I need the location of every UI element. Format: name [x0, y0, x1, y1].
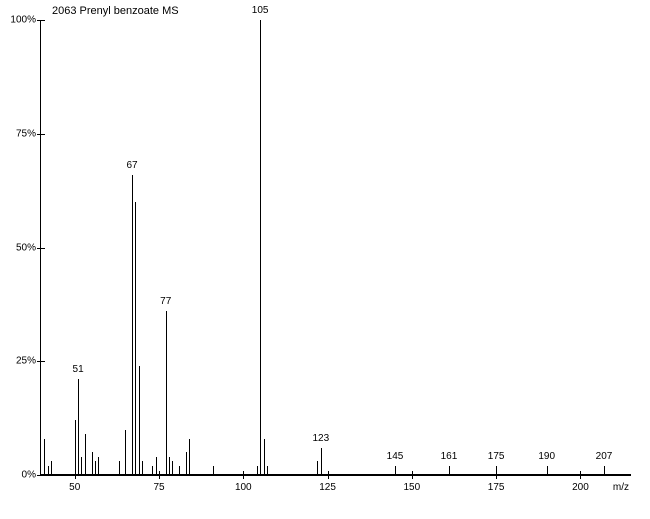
peak-label: 145 [387, 451, 404, 462]
spectrum-bar [547, 466, 548, 475]
ms-spectrum-plot: m/z 0%25%50%75%100%507510012515017520051… [40, 20, 631, 476]
spectrum-bar [48, 466, 49, 475]
peak-label: 123 [312, 433, 329, 444]
spectrum-bar [139, 366, 140, 475]
spectrum-bar [264, 439, 265, 475]
spectrum-bar [85, 434, 86, 475]
spectrum-bar [321, 448, 322, 475]
peak-label: 175 [488, 451, 505, 462]
x-tick-label: 125 [319, 482, 336, 493]
peak-label: 77 [160, 296, 171, 307]
spectrum-bar [132, 175, 133, 475]
spectrum-bar [156, 457, 157, 475]
baseline [41, 474, 631, 475]
spectrum-bar [267, 466, 268, 475]
x-tick-label: 100 [235, 482, 252, 493]
spectrum-bar [78, 379, 79, 475]
spectrum-bar [95, 461, 96, 475]
spectrum-bar [395, 466, 396, 475]
x-tick-label: 200 [572, 482, 589, 493]
peak-label: 51 [73, 364, 84, 375]
spectrum-bar [51, 461, 52, 475]
x-tick-mark [412, 471, 413, 479]
spectrum-bar [152, 466, 153, 475]
spectrum-bar [257, 466, 258, 475]
x-axis-label: m/z [613, 482, 629, 493]
spectrum-bar [179, 466, 180, 475]
peak-label: 207 [596, 451, 613, 462]
spectrum-bar [172, 461, 173, 475]
y-tick-mark [37, 475, 45, 476]
spectrum-bar [317, 461, 318, 475]
spectrum-bar [119, 461, 120, 475]
y-tick-mark [37, 20, 45, 21]
spectrum-bar [189, 439, 190, 475]
y-tick-label: 25% [6, 356, 36, 367]
x-tick-label: 175 [488, 482, 505, 493]
spectrum-bar [449, 466, 450, 475]
spectrum-bar [604, 466, 605, 475]
y-tick-label: 75% [6, 128, 36, 139]
spectrum-bar [260, 20, 261, 475]
spectrum-bar [44, 439, 45, 475]
peak-label: 67 [126, 160, 137, 171]
y-tick-mark [37, 134, 45, 135]
peak-label: 190 [538, 451, 555, 462]
spectrum-bar [166, 311, 167, 475]
spectrum-bar [75, 420, 76, 475]
peak-label: 161 [441, 451, 458, 462]
y-tick-mark [37, 361, 45, 362]
x-tick-mark [159, 471, 160, 479]
spectrum-bar [169, 457, 170, 475]
spectrum-bar [186, 452, 187, 475]
spectrum-bar [213, 466, 214, 475]
x-tick-label: 75 [153, 482, 164, 493]
spectrum-bar [142, 461, 143, 475]
x-tick-mark [328, 471, 329, 479]
x-tick-label: 50 [69, 482, 80, 493]
spectrum-bar [125, 430, 126, 476]
y-tick-label: 50% [6, 242, 36, 253]
spectrum-bar [92, 452, 93, 475]
y-tick-label: 100% [6, 15, 36, 26]
y-tick-mark [37, 248, 45, 249]
spectrum-bar [135, 202, 136, 475]
spectrum-bar [496, 466, 497, 475]
x-tick-label: 150 [404, 482, 421, 493]
spectrum-bar [81, 457, 82, 475]
spectrum-bar [98, 457, 99, 475]
y-tick-label: 0% [6, 470, 36, 481]
x-tick-mark [580, 471, 581, 479]
x-tick-mark [243, 471, 244, 479]
peak-label: 105 [252, 5, 269, 16]
chart-title: 2063 Prenyl benzoate MS [52, 5, 179, 17]
